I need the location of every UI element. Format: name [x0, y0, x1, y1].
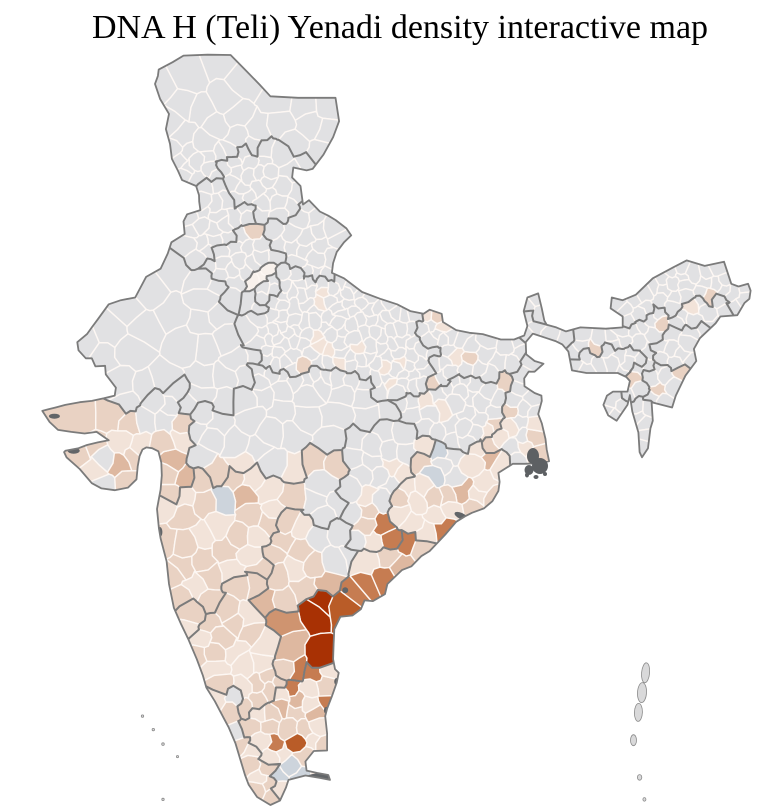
svg-text:DNA H (Teli) Yenadi density in: DNA H (Teli) Yenadi density interactive …: [92, 9, 708, 46]
